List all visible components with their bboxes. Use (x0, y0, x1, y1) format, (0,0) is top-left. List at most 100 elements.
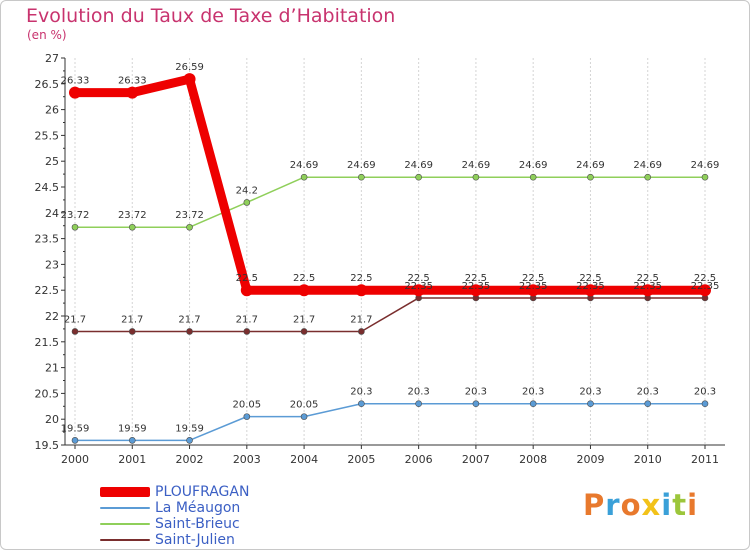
data-label: 24.69 (347, 160, 376, 171)
logo-letter: r (605, 488, 621, 522)
data-label: 19.59 (61, 423, 90, 434)
data-label: 21.7 (64, 314, 86, 325)
x-tick-label: 2006 (405, 453, 433, 466)
logo-letter: t (672, 488, 688, 522)
data-label: 22.5 (637, 273, 659, 284)
data-point (472, 400, 480, 408)
data-label: 21.7 (236, 314, 258, 325)
legend-label: PLOUFRAGAN (155, 484, 250, 500)
y-tick-label: 22.5 (35, 284, 60, 297)
y-tick-label: 25.5 (35, 129, 60, 142)
data-label: 26.33 (118, 76, 147, 87)
proxiti-logo: Proxiti (583, 488, 698, 522)
x-tick-label: 2003 (233, 453, 261, 466)
x-tick-label: 2002 (176, 453, 204, 466)
y-tick-label: 26 (45, 104, 59, 117)
data-label: 20.3 (350, 387, 372, 398)
x-tick-label: 2007 (462, 453, 490, 466)
data-point (529, 173, 537, 181)
data-label: 24.69 (404, 160, 433, 171)
data-point (644, 173, 652, 181)
data-point (128, 223, 136, 231)
data-label: 19.59 (175, 423, 204, 434)
y-tick-label: 20.5 (35, 387, 60, 400)
series-line (70, 74, 710, 295)
data-point (300, 328, 308, 335)
data-label: 20.3 (637, 387, 659, 398)
data-label: 22.5 (522, 273, 544, 284)
data-label: 22.35 (462, 281, 491, 292)
y-tick-label: 19.5 (35, 439, 60, 452)
data-label: 21.7 (293, 314, 315, 325)
data-label: 20.3 (579, 387, 601, 398)
data-point (186, 328, 193, 335)
data-label: 20.3 (522, 387, 544, 398)
data-label: 22.35 (633, 281, 662, 292)
data-point (298, 284, 311, 297)
y-tick-label: 26.5 (35, 78, 60, 91)
data-point (584, 284, 597, 297)
data-label: 24.69 (519, 160, 548, 171)
legend-label: Saint-Julien (155, 532, 235, 548)
data-point (126, 86, 139, 99)
data-label: 21.7 (121, 314, 143, 325)
data-label: 22.35 (691, 281, 720, 292)
legend-label: La Méaugon (155, 500, 241, 516)
data-label: 20.3 (465, 387, 487, 398)
x-tick-label: 2005 (347, 453, 375, 466)
y-tick-label: 24.5 (35, 181, 60, 194)
y-tick-label: 23 (45, 258, 59, 271)
x-tick-label: 2001 (118, 453, 146, 466)
data-point (587, 400, 594, 408)
data-point (358, 328, 365, 335)
chart-title: Evolution du Taux de Taxe d’Habitation (26, 5, 396, 27)
data-label: 24.69 (290, 160, 319, 171)
data-label: 22.35 (576, 281, 605, 292)
logo-letter: i (661, 488, 673, 522)
data-point (243, 413, 251, 420)
x-tick-label: 2004 (290, 453, 318, 466)
legend-swatch (100, 539, 150, 541)
data-point (183, 73, 196, 86)
data-label: 22.5 (579, 273, 601, 284)
data-label: 21.7 (350, 314, 372, 325)
y-tick-label: 21.5 (35, 336, 60, 349)
data-label: 20.05 (290, 400, 319, 411)
series-line (74, 176, 706, 228)
legend-label: Saint-Brieuc (155, 516, 240, 532)
x-tick-label: 2010 (634, 453, 662, 466)
data-point (71, 328, 79, 335)
y-tick-label: 23.5 (35, 233, 60, 246)
data-point (69, 86, 81, 99)
data-label: 26.33 (61, 76, 90, 87)
data-point (701, 173, 709, 181)
data-point (186, 437, 193, 444)
data-label: 22.35 (404, 281, 433, 292)
data-label: 20.3 (694, 387, 716, 398)
data-label: 26.59 (175, 62, 204, 73)
legend-swatch (100, 523, 150, 525)
data-label: 22.5 (236, 273, 258, 284)
data-point (355, 284, 368, 297)
y-tick-label: 22 (45, 310, 59, 323)
data-label: 24.2 (236, 185, 258, 196)
data-label: 23.72 (61, 210, 90, 221)
data-point (472, 173, 480, 181)
x-tick-label: 2011 (691, 453, 719, 466)
data-label: 24.69 (633, 160, 662, 171)
data-label: 19.59 (118, 423, 147, 434)
data-point (587, 173, 594, 181)
data-point (527, 284, 540, 297)
data-label: 24.69 (462, 160, 491, 171)
legend-swatch (100, 507, 150, 509)
data-label: 22.5 (465, 273, 487, 284)
data-point (415, 173, 422, 181)
logo-letter: i (687, 488, 699, 522)
logo-letter: x (641, 488, 662, 522)
y-axis-unit: (en %) (27, 28, 67, 42)
data-label: 24.69 (691, 160, 720, 171)
data-point (469, 284, 482, 297)
x-tick-label: 2009 (576, 453, 604, 466)
data-label: 22.5 (694, 273, 716, 284)
